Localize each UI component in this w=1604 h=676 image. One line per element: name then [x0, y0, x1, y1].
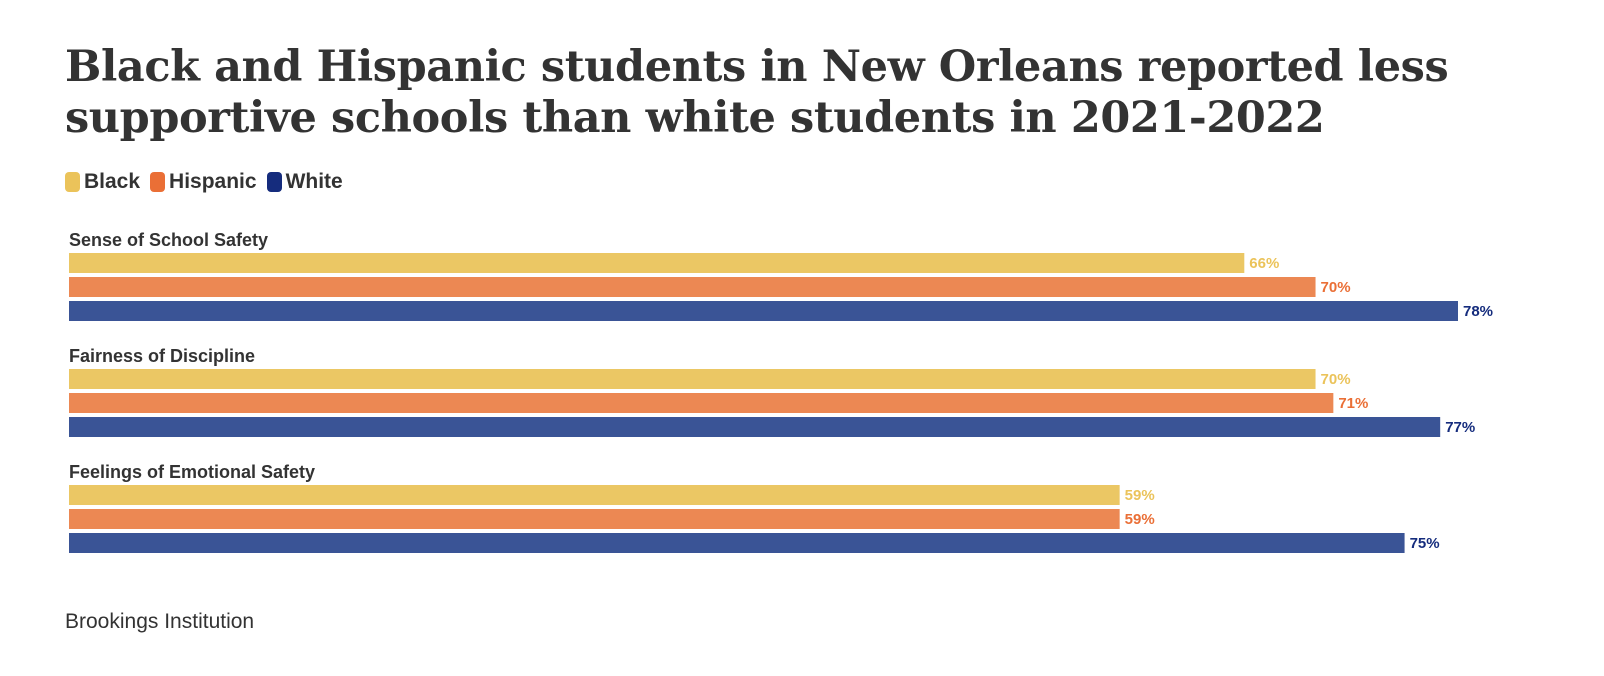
value-label-black-fairness-of-discipline: 70%: [1321, 371, 1351, 388]
legend-item-white: White: [266, 170, 343, 194]
value-label-black-feelings-of-emotional-safety: 59%: [1125, 487, 1155, 504]
legend-item-black: Black: [65, 170, 140, 194]
value-label-white-fairness-of-discipline: 77%: [1445, 419, 1475, 436]
bar-hispanic-sense-of-school-safety: [69, 277, 1316, 297]
bar-black-feelings-of-emotional-safety: [69, 485, 1120, 505]
chart-legend: Black Hispanic White: [65, 170, 343, 194]
chart-title: Black and Hispanic students in New Orlea…: [65, 42, 1449, 143]
value-label-black-sense-of-school-safety: 66%: [1249, 255, 1279, 272]
value-label-hispanic-fairness-of-discipline: 71%: [1338, 395, 1368, 412]
bar-white-feelings-of-emotional-safety: [69, 533, 1405, 553]
value-label-white-sense-of-school-safety: 78%: [1463, 303, 1493, 320]
category-label-feelings-of-emotional-safety: Feelings of Emotional Safety: [69, 462, 315, 482]
bar-white-sense-of-school-safety: [69, 301, 1458, 321]
value-label-hispanic-feelings-of-emotional-safety: 59%: [1125, 511, 1155, 528]
source-credit: Brookings Institution: [65, 610, 255, 633]
bar-white-fairness-of-discipline: [69, 417, 1441, 437]
category-label-fairness-of-discipline: Fairness of Discipline: [69, 346, 255, 366]
value-label-white-feelings-of-emotional-safety: 75%: [1410, 535, 1440, 552]
bar-hispanic-feelings-of-emotional-safety: [69, 509, 1120, 529]
legend-item-hispanic: Hispanic: [150, 170, 257, 194]
legend-label-black: Black: [84, 170, 141, 193]
bar-hispanic-fairness-of-discipline: [69, 393, 1334, 413]
value-label-hispanic-sense-of-school-safety: 70%: [1321, 279, 1351, 296]
legend-label-white: White: [285, 170, 343, 193]
bar-black-sense-of-school-safety: [69, 253, 1245, 273]
legend-swatch-black: [65, 172, 80, 192]
category-label-sense-of-school-safety: Sense of School Safety: [69, 230, 268, 250]
legend-label-hispanic: Hispanic: [169, 170, 257, 193]
legend-swatch-white: [266, 172, 282, 192]
bar-chart: Sense of School Safety 66% 70% 78% Fairness …: [69, 230, 1493, 553]
bar-black-fairness-of-discipline: [69, 369, 1316, 389]
legend-swatch-hispanic: [150, 172, 166, 192]
